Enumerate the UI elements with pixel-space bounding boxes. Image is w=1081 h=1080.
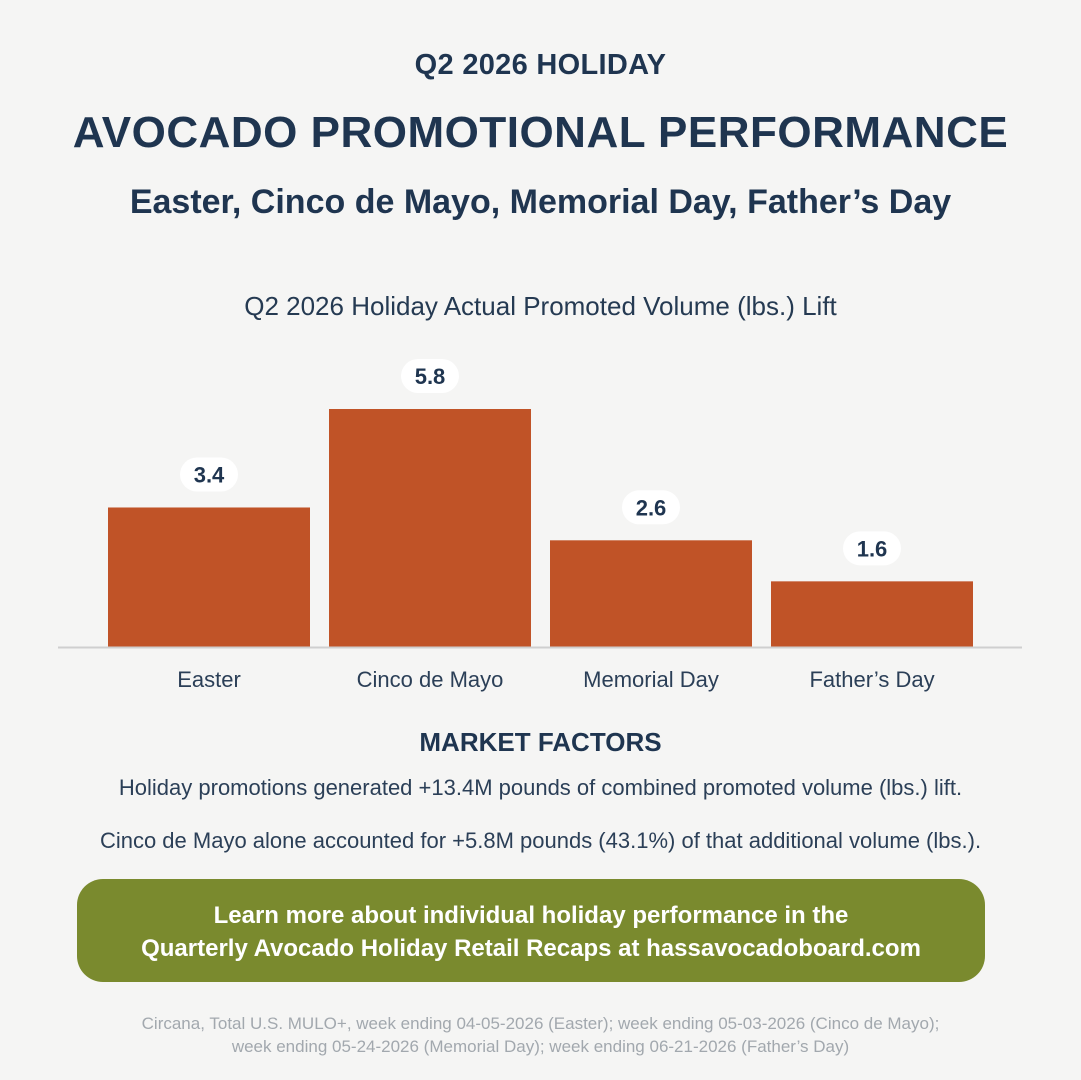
value-label-memorial-day: 2.6 [636,495,667,520]
market-factors-heading: MARKET FACTORS [419,727,662,757]
value-label-father-s-day: 1.6 [857,536,888,561]
eyebrow-title: Q2 2026 HOLIDAY [414,49,667,81]
value-label-pill [622,490,680,525]
learn-more-banner[interactable]: Learn more about individual holiday perf… [77,879,985,982]
bar-cinco-de-mayo [329,409,531,647]
bars-layer [108,409,973,647]
market-factor-line: Cinco de Mayo alone accounted for +5.8M … [99,828,982,853]
value-label-pill [843,531,901,566]
category-label-memorial-day: Memorial Day [583,667,719,692]
bar-father-s-day [771,581,973,647]
value-label-pill [180,457,238,492]
learn-more-line-1: Learn more about individual holiday perf… [213,902,849,929]
page-subtitle: Easter, Cinco de Mayo, Memorial Day, Fat… [129,183,952,221]
market-factor-line: Holiday promotions generated +13.4M poun… [118,775,963,800]
value-label-cinco-de-mayo: 5.8 [415,364,446,389]
labels-layer: 3.4 Easter 5.8 Cinco de Mayo 2.6 Memorial Day… [177,359,935,692]
value-label-easter: 3.4 [194,462,225,487]
value-label-pill [401,359,459,393]
category-label-cinco-de-mayo: Cinco de Mayo [357,667,504,692]
category-label-father-s-day: Father’s Day [809,667,934,692]
bar-chart: 3.4 Easter 5.8 Cinco de Mayo 2.6 Memorial Day… [58,359,1022,692]
page-title: AVOCADO PROMOTIONAL PERFORMANCE [72,108,1009,157]
category-label-easter: Easter [177,667,241,692]
learn-more-line-2: Quarterly Avocado Holiday Retail Recaps … [141,935,921,962]
source-note: Circana, Total U.S. MULO+, week ending 0… [0,1012,1081,1058]
source-line-1: Circana, Total U.S. MULO+, week ending 0… [141,1014,940,1033]
chart-title: Q2 2026 Holiday Actual Promoted Volume (… [244,291,837,321]
bar-easter [108,507,310,647]
source-line-2: week ending 05-24-2026 (Memorial Day); w… [231,1037,850,1056]
bar-memorial-day [550,540,752,647]
